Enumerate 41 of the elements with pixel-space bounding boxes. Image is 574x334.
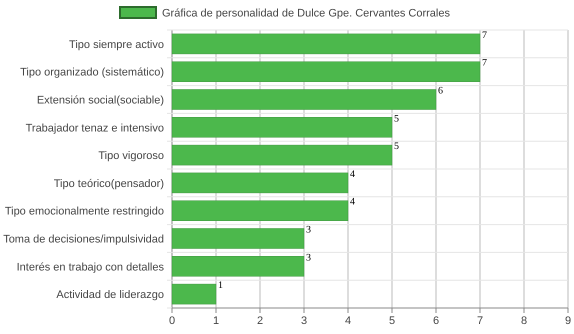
y-tick-label: Tipo vigoroso	[98, 150, 164, 162]
data-label: 7	[482, 30, 487, 41]
x-tick-label: 7	[476, 315, 484, 327]
bar	[172, 200, 348, 221]
x-tick-label: 8	[520, 315, 528, 327]
data-label: 4	[350, 196, 355, 208]
bar	[172, 172, 348, 194]
y-tick-label: Tipo teórico(pensador)	[54, 178, 164, 190]
x-tick-label: 0	[168, 315, 176, 327]
y-tick-label: Actividad de liderazgo	[56, 289, 164, 302]
x-tick-label: 5	[388, 315, 396, 327]
x-tick-label: 6	[432, 315, 440, 327]
data-label: 4	[350, 168, 355, 180]
x-tick-label: 9	[564, 315, 572, 327]
y-tick-label: Tipo emocionalmente restringido	[4, 206, 164, 218]
bar	[172, 256, 304, 277]
x-tick-label: 1	[212, 315, 220, 327]
bar	[172, 34, 480, 54]
x-tick-label: 2	[256, 315, 264, 327]
data-label: 6	[438, 85, 443, 96]
data-label: 3	[306, 252, 311, 264]
bar	[172, 89, 436, 110]
data-label: 1	[218, 280, 223, 292]
x-tick-label: 4	[344, 315, 352, 327]
y-tick-label: Tipo siempre activo	[69, 38, 164, 51]
data-label: 5	[394, 113, 399, 124]
data-label: 7	[482, 58, 487, 69]
bar	[172, 228, 304, 249]
y-tick-label: Extensión social(sociable)	[36, 94, 164, 106]
y-tick-label: Toma de decisiones/impulsividad	[3, 234, 164, 246]
y-tick-label: Tipo organizado (sistemático)	[20, 66, 164, 79]
legend-label: Gráfica de personalidad de Dulce Gpe. Cervantes Corrales	[162, 8, 450, 20]
bar	[172, 284, 216, 304]
bar	[172, 61, 480, 82]
data-label: 3	[306, 224, 311, 236]
data-label: 5	[394, 141, 399, 152]
bar	[172, 117, 392, 138]
y-tick-label: Interés en trabajo con detalles	[16, 261, 164, 274]
bar	[172, 144, 392, 166]
x-tick-label: 3	[300, 315, 308, 327]
y-tick-label: Trabajador tenaz e intensivo	[26, 122, 164, 134]
